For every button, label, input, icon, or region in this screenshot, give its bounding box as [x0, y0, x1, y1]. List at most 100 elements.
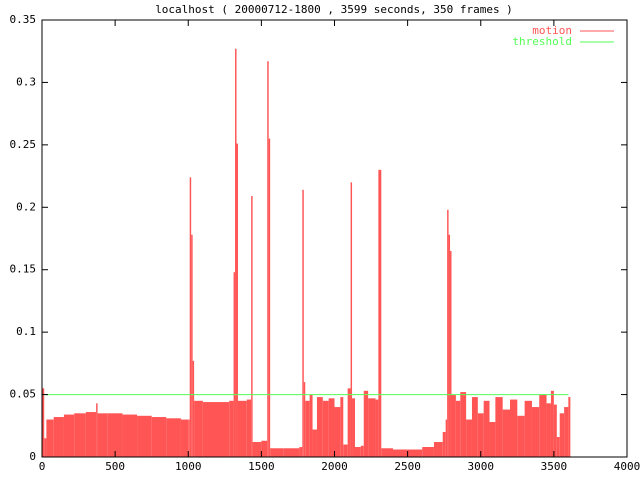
motion-impulse — [151, 417, 167, 457]
motion-impulse — [46, 419, 54, 457]
motion-impulse — [235, 48, 237, 458]
motion-impulse — [268, 138, 271, 457]
motion-impulse — [471, 397, 478, 457]
y-tick-label: 0 — [29, 450, 36, 463]
motion-impulse — [309, 394, 313, 457]
x-tick-label: 4000 — [614, 460, 640, 473]
y-tick-label: 0.1 — [16, 325, 36, 338]
motion-impulse — [378, 169, 382, 458]
motion-impulse — [466, 419, 472, 457]
motion-impulse — [189, 177, 192, 457]
motion-impulse — [233, 272, 236, 457]
motion-impulse — [192, 360, 195, 457]
motion-impulse — [299, 447, 303, 457]
motion-impulse — [334, 407, 341, 457]
chart-title: localhost ( 20000712-1800 , 3599 seconds… — [155, 3, 513, 16]
motion-impulse — [202, 402, 218, 457]
motion-impulse — [44, 438, 47, 457]
motion-impulse — [252, 442, 262, 457]
motion-impulse — [553, 404, 557, 457]
motion-impulse — [531, 407, 540, 457]
x-tick-label: 1500 — [248, 460, 275, 473]
motion-impulse — [85, 412, 97, 457]
motion-impulse — [107, 413, 123, 457]
motion-impulse — [477, 413, 484, 457]
x-tick-label: 3500 — [541, 460, 568, 473]
x-tick-label: 3000 — [468, 460, 495, 473]
motion-impulse — [122, 414, 138, 457]
motion-impulse — [354, 447, 361, 457]
motion-impulse — [407, 449, 423, 457]
motion-impulse — [194, 400, 203, 457]
motion-impulse — [63, 414, 75, 457]
motion-impulse — [350, 182, 353, 458]
motion-impulse — [455, 400, 461, 457]
motion-impulse — [564, 407, 569, 457]
motion-impulse — [246, 399, 252, 457]
y-tick-label: 0.25 — [10, 138, 37, 151]
y-tick-label: 0.15 — [10, 263, 37, 276]
motion-impulse — [539, 394, 547, 457]
motion-impulse — [283, 448, 300, 457]
motion-impulse — [442, 432, 446, 457]
motion-impulse — [375, 399, 379, 457]
motion-impulse — [251, 196, 253, 457]
motion-impulse — [448, 234, 451, 457]
motion-impulse — [550, 390, 554, 457]
motion-impulse — [191, 234, 193, 457]
x-tick-label: 500 — [105, 460, 125, 473]
legend-label: motion — [532, 24, 572, 37]
motion-impulse — [322, 400, 329, 457]
motion-impulse — [305, 400, 310, 457]
motion-impulse — [229, 400, 234, 457]
motion-impulse — [502, 409, 510, 457]
motion-impulse — [517, 415, 525, 457]
motion-impulse — [270, 448, 284, 457]
motion-impulse — [347, 388, 351, 457]
motion-impulse — [483, 400, 490, 457]
motion-impulse — [393, 449, 408, 457]
motion-impulse — [217, 402, 230, 457]
motion-impulse — [302, 189, 304, 457]
x-tick-label: 1000 — [175, 460, 202, 473]
motion-impulse — [180, 419, 189, 457]
motion-impulse — [343, 444, 348, 457]
x-tick-label: 0 — [39, 460, 46, 473]
y-tick-label: 0.3 — [16, 75, 36, 88]
motion-impulse — [97, 413, 108, 457]
motion-impulse — [433, 442, 443, 457]
motion-impulse — [460, 392, 467, 457]
x-tick-label: 2000 — [321, 460, 348, 473]
motion-impulse — [450, 250, 452, 457]
motion-impulse — [381, 448, 393, 457]
motion-impulse — [556, 437, 560, 457]
motion-impulse — [510, 399, 518, 457]
motion-impulse — [447, 209, 449, 457]
motion-impulse — [524, 400, 532, 457]
motion-impulse — [340, 397, 344, 457]
motion-impulse — [53, 417, 64, 457]
y-tick-label: 0.35 — [10, 13, 37, 26]
motion-impulse — [328, 398, 335, 457]
legend-label: threshold — [512, 35, 572, 48]
motion-impulse — [312, 429, 317, 457]
motion-impulse — [422, 447, 434, 457]
motion-impulse — [368, 398, 376, 457]
motion-impulse — [303, 382, 306, 457]
plot-area — [42, 48, 571, 458]
y-tick-label: 0.2 — [16, 200, 36, 213]
motion-impulse — [316, 397, 323, 457]
motion-impulse — [546, 403, 551, 457]
motion-impulse — [445, 419, 448, 457]
motion-impulse — [42, 388, 45, 457]
motion-impulse — [360, 445, 364, 457]
motion-impulse — [363, 390, 369, 457]
x-tick-label: 2500 — [394, 460, 421, 473]
motion-impulse — [568, 397, 571, 457]
motion-impulse — [559, 413, 565, 457]
motion-impulse — [261, 440, 268, 457]
motion-impulse — [489, 422, 496, 457]
motion-impulse — [236, 143, 238, 457]
motion-impulse — [237, 400, 247, 457]
